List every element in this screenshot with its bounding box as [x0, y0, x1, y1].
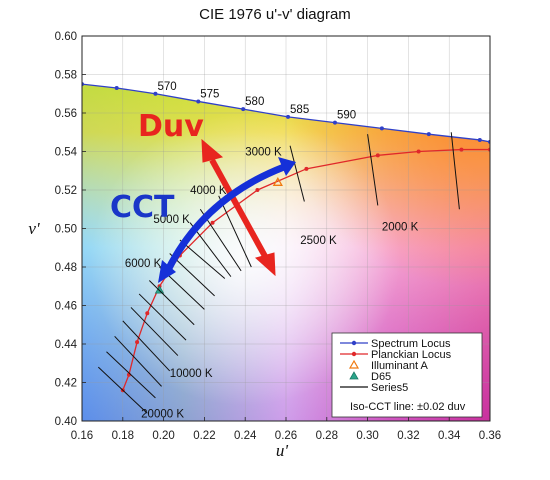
legend-label: Planckian Locus	[371, 349, 452, 361]
legend-label: Illuminant A	[371, 360, 429, 372]
iso-cct-line	[169, 253, 215, 297]
y-axis-label: v'	[28, 219, 40, 238]
iso-cct-line	[367, 134, 379, 206]
data-point	[416, 149, 421, 154]
legend-item-series5: Series5	[340, 382, 408, 394]
y-tick-label: 0.46	[55, 301, 77, 313]
wavelength-label: 575	[200, 88, 219, 100]
iso-cct-line	[148, 280, 195, 326]
data-point	[135, 340, 140, 345]
d65-marker	[154, 285, 165, 294]
iso-cct-line	[289, 145, 305, 202]
cct-label: 5000 K	[153, 214, 190, 226]
legend-item-spectrum-locus: Spectrum Locus	[340, 338, 451, 350]
iso-cct-note: Iso-CCT line: ±0.02 duv	[350, 401, 466, 413]
legend-item-planckian-locus: Planckian Locus	[340, 349, 452, 361]
cct-label: 20000 K	[141, 408, 184, 420]
iso-cct-line	[97, 366, 148, 414]
cct-label: 2000 K	[382, 222, 419, 234]
data-point	[153, 91, 158, 96]
legend-label: Series5	[371, 382, 408, 394]
x-tick-label: 0.26	[275, 430, 297, 442]
duv-arrow	[201, 138, 276, 277]
x-tick-label: 0.22	[193, 430, 215, 442]
x-axis-label: u'	[276, 441, 289, 460]
wavelength-label: 590	[337, 110, 356, 122]
y-tick-label: 0.44	[55, 339, 78, 351]
cct-label: 6000 K	[125, 258, 162, 270]
duv-annotation: Duv	[138, 109, 204, 144]
series-layer	[82, 82, 490, 414]
legend-item-illuminant-a: Illuminant A	[348, 359, 429, 372]
label-layer: 570 575 580 585 590 3000 K 4000 K 5000 K 6000 K 2…	[125, 81, 419, 421]
iso-cct-line	[138, 293, 187, 341]
y-tick-label: 0.58	[55, 70, 77, 82]
data-point	[375, 153, 380, 158]
y-tick-label: 0.40	[55, 416, 77, 428]
illuminant-a-marker	[272, 176, 283, 186]
data-point	[459, 147, 464, 152]
iso-cct-line	[106, 351, 156, 399]
x-tick-label: 0.24	[234, 430, 257, 442]
x-tick-label: 0.16	[71, 430, 93, 442]
data-point	[477, 137, 482, 142]
cct-arrow	[158, 157, 296, 283]
cct-label: 4000 K	[190, 185, 227, 197]
annotation-arrows: Duv CCT	[110, 109, 296, 283]
x-tick-label: 0.18	[112, 430, 134, 442]
x-tick-label: 0.28	[316, 430, 338, 442]
data-point	[196, 99, 201, 104]
y-tick-label: 0.54	[55, 147, 78, 159]
iso-cct-line	[122, 320, 171, 372]
data-point	[241, 107, 246, 112]
iso-cct-line	[450, 132, 460, 210]
x-tick-label: 0.32	[397, 430, 419, 442]
data-point	[332, 120, 337, 125]
y-tick-label: 0.52	[55, 185, 77, 197]
iso-cct-line	[130, 307, 179, 356]
legend-item-d65: D65	[349, 371, 391, 383]
y-tick-label: 0.56	[55, 108, 77, 120]
x-tick-label: 0.36	[479, 430, 501, 442]
y-tick-label: 0.50	[55, 224, 77, 236]
wavelength-label: 585	[290, 104, 309, 116]
wavelength-label: 570	[157, 81, 176, 93]
data-point	[304, 166, 309, 171]
y-tick-label: 0.42	[55, 378, 77, 390]
data-point	[210, 220, 215, 225]
data-point	[286, 114, 291, 119]
iso-cct-line	[179, 239, 226, 279]
chart-title: CIE 1976 u'-v' diagram	[199, 6, 351, 23]
x-tick-label: 0.20	[152, 430, 174, 442]
legend: Spectrum Locus Planckian Locus Illuminan…	[331, 332, 483, 418]
x-tick-label: 0.34	[438, 430, 461, 442]
cct-annotation: CCT	[110, 190, 175, 225]
data-point	[145, 311, 150, 316]
y-tick-label: 0.48	[55, 262, 77, 274]
y-tick-label: 0.60	[55, 31, 77, 43]
legend-label: Spectrum Locus	[371, 338, 451, 350]
data-point	[255, 188, 260, 192]
iso-cct-line	[218, 195, 252, 268]
cct-label: 10000 K	[170, 368, 213, 380]
x-tick-label: 0.30	[356, 430, 378, 442]
wavelength-label: 580	[245, 96, 264, 108]
legend-label: D65	[371, 371, 391, 383]
cct-label: 3000 K	[245, 147, 282, 159]
data-point	[114, 85, 119, 90]
legend-box	[331, 332, 483, 418]
cct-label: 2500 K	[300, 235, 337, 247]
data-point	[379, 126, 384, 131]
iso-cct-line	[114, 335, 162, 387]
axes: 0.16 0.18 0.20 0.22 0.24 0.26 0.28 0.30 0.32 0.34…	[55, 31, 502, 442]
data-point	[426, 132, 431, 137]
